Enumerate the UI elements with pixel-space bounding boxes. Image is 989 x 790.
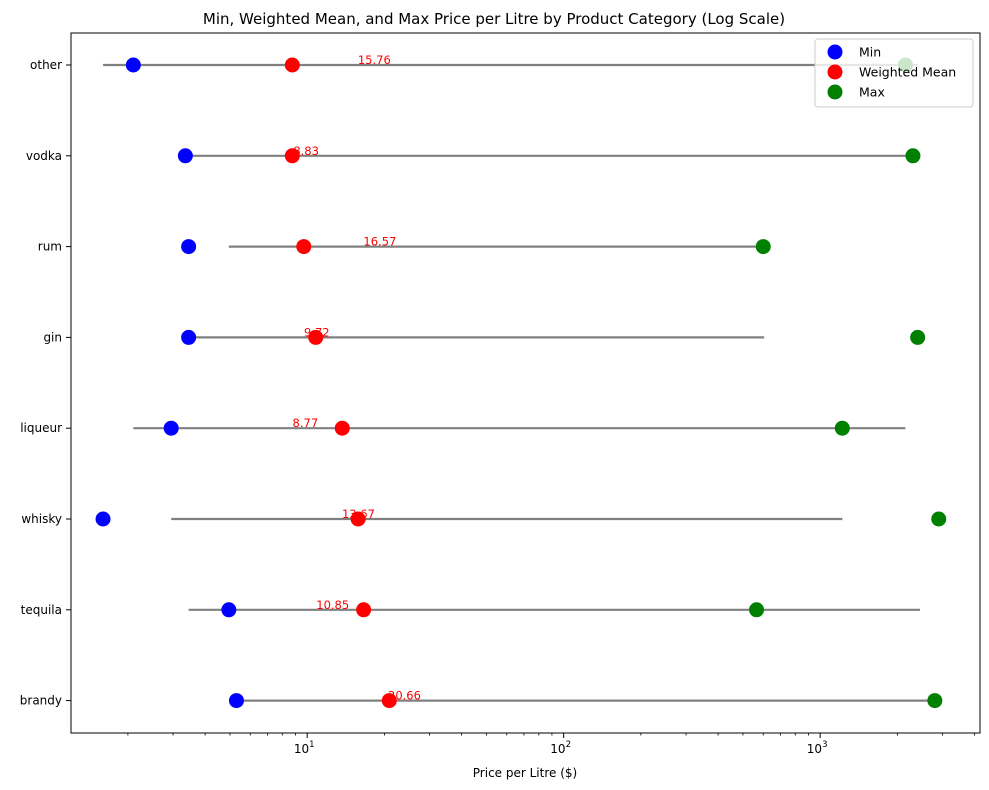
point-weighted-mean-gin bbox=[308, 329, 324, 345]
y-tick-label-rum: rum bbox=[38, 240, 62, 254]
point-weighted-mean-tequila bbox=[356, 602, 372, 618]
point-min-vodka bbox=[177, 148, 193, 164]
data-label-tequila: 10.85 bbox=[316, 598, 349, 612]
y-tick-label-liqueur: liqueur bbox=[20, 421, 62, 435]
y-tick-label-brandy: brandy bbox=[20, 694, 62, 708]
legend-marker-weighted-mean bbox=[827, 64, 843, 80]
legend-label-max: Max bbox=[859, 85, 885, 100]
y-axis: other vodka rum gin liqueur whisky tequila bran… bbox=[20, 58, 71, 708]
x-axis-label: Price per Litre ($) bbox=[473, 766, 577, 780]
annotations: 15.76 8.83 16.57 9.72 8.77 13.67 10.85 20.66 bbox=[293, 53, 421, 703]
point-min-other bbox=[125, 57, 141, 73]
x-tick-label-100: 102 bbox=[550, 740, 571, 756]
point-min-whisky bbox=[95, 511, 111, 527]
point-min-rum bbox=[181, 239, 197, 255]
y-tick-label-other: other bbox=[30, 58, 62, 72]
point-weighted-mean-liqueur bbox=[334, 420, 350, 436]
legend-label-weighted-mean: Weighted Mean bbox=[859, 65, 956, 80]
point-max-whisky bbox=[931, 511, 947, 527]
x-tick-label-10: 101 bbox=[294, 740, 315, 756]
legend-marker-min bbox=[827, 44, 843, 60]
data-label-vodka: 8.83 bbox=[293, 144, 319, 158]
y-tick-label-vodka: vodka bbox=[26, 149, 62, 163]
legend: Min Weighted Mean Max bbox=[814, 38, 974, 108]
data-label-liqueur: 8.77 bbox=[293, 416, 319, 430]
point-weighted-mean-rum bbox=[296, 239, 312, 255]
point-max-gin bbox=[910, 329, 926, 345]
data-label-other: 15.76 bbox=[358, 53, 391, 67]
point-weighted-mean-other bbox=[284, 57, 300, 73]
point-max-liqueur bbox=[834, 420, 850, 436]
point-weighted-mean-vodka bbox=[284, 148, 300, 164]
legend-label-min: Min bbox=[859, 45, 881, 60]
point-max-rum bbox=[755, 239, 771, 255]
legend-marker-max bbox=[827, 84, 843, 100]
point-min-liqueur bbox=[163, 420, 179, 436]
plot-area bbox=[70, 32, 981, 734]
legend-box bbox=[814, 38, 974, 108]
data-label-gin: 9.72 bbox=[304, 325, 330, 339]
x-axis: 101 102 103 bbox=[127, 733, 975, 756]
point-max-tequila bbox=[749, 602, 765, 618]
y-tick-label-tequila: tequila bbox=[21, 603, 62, 617]
point-min-gin bbox=[181, 329, 197, 345]
point-weighted-mean-brandy bbox=[381, 693, 397, 709]
data-label-brandy: 20.66 bbox=[388, 689, 421, 703]
point-weighted-mean-whisky bbox=[350, 511, 366, 527]
x-tick-label-1000: 103 bbox=[807, 740, 828, 756]
chart-title: Min, Weighted Mean, and Max Price per Li… bbox=[203, 10, 785, 28]
markers bbox=[95, 57, 947, 709]
data-label-rum: 16.57 bbox=[363, 235, 396, 249]
point-min-brandy bbox=[228, 693, 244, 709]
data-label-whisky: 13.67 bbox=[342, 507, 375, 521]
point-min-tequila bbox=[221, 602, 237, 618]
point-max-vodka bbox=[905, 148, 921, 164]
point-max-brandy bbox=[927, 693, 943, 709]
range-lines bbox=[103, 63, 935, 702]
y-tick-label-whisky: whisky bbox=[21, 512, 62, 526]
y-tick-label-gin: gin bbox=[43, 330, 62, 344]
